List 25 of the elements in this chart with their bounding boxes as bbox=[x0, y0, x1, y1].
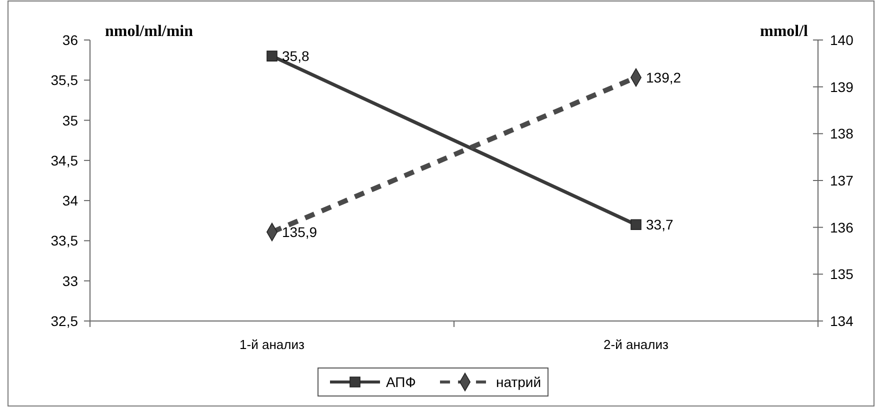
y2-tick-label: 140 bbox=[830, 32, 854, 48]
data-label: 33,7 bbox=[646, 216, 674, 233]
y-tick-label: 33,5 bbox=[50, 232, 78, 249]
data-label: 35,8 bbox=[282, 48, 310, 64]
y-tick-label: 36 bbox=[62, 32, 78, 48]
data-label: 139,2 bbox=[646, 69, 682, 86]
y2-tick-label: 139 bbox=[830, 78, 854, 95]
y-tick-label: 32,5 bbox=[50, 313, 78, 329]
y2-tick-label: 136 bbox=[830, 219, 854, 236]
y-axis-title: nmol/ml/min bbox=[105, 23, 194, 40]
y-tick-label: 33 bbox=[62, 272, 78, 289]
y2-tick-label: 134 bbox=[830, 313, 854, 329]
data-label: 135,9 bbox=[282, 224, 318, 240]
y2-tick-label: 138 bbox=[830, 126, 854, 142]
y-tick-label: 35,5 bbox=[50, 72, 78, 88]
y-tick-label: 35 bbox=[62, 112, 78, 128]
y2-tick-label: 135 bbox=[830, 266, 854, 282]
y-tick-label: 34 bbox=[62, 192, 78, 209]
y-tick-label: 34,5 bbox=[50, 152, 78, 168]
x-tick-label: 1-й анализ bbox=[240, 337, 304, 352]
y2-tick-label: 137 bbox=[830, 172, 854, 188]
x-tick-label: 2-й анализ bbox=[604, 337, 668, 352]
legend-label: АПФ bbox=[386, 374, 416, 390]
y2-axis-title: mmol/l bbox=[760, 23, 809, 40]
legend-label: натрий bbox=[496, 374, 542, 390]
